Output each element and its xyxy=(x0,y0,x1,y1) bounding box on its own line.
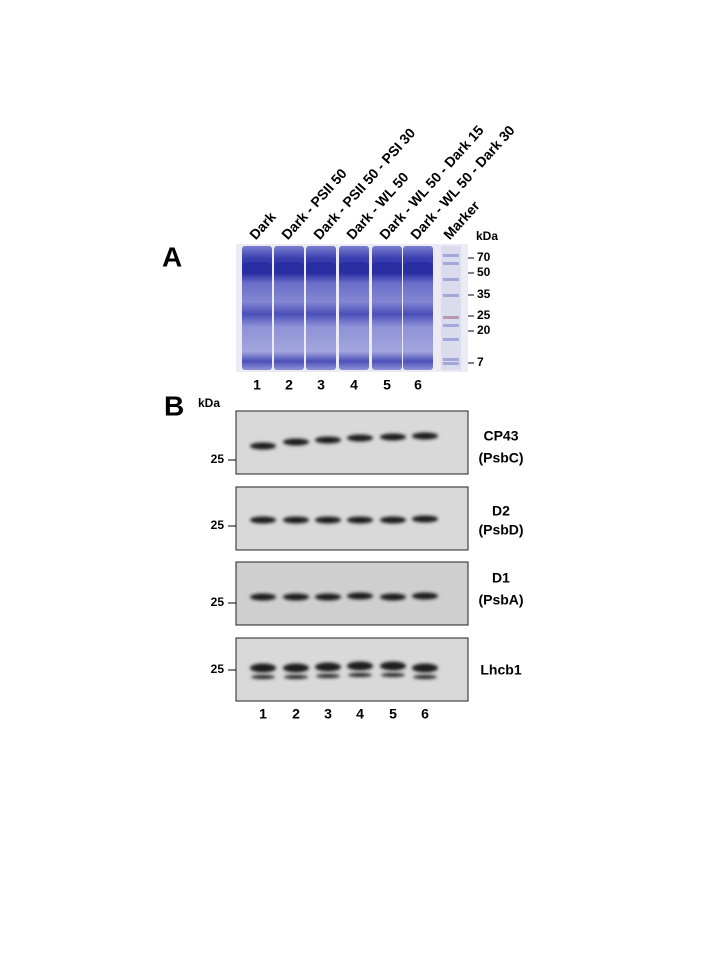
blot-band xyxy=(347,661,373,671)
blot-band xyxy=(315,516,341,524)
gel-lane xyxy=(274,246,304,370)
blot-band xyxy=(347,592,373,600)
gel-band xyxy=(372,262,402,274)
blot-label: Lhcb1 xyxy=(480,662,521,678)
blot-band xyxy=(380,433,406,441)
lane-number: 4 xyxy=(356,706,364,722)
marker-label: 50 xyxy=(477,265,491,279)
panel-label: B xyxy=(164,390,184,421)
gel-lane xyxy=(403,246,433,370)
blot-band xyxy=(380,516,406,524)
blot-band xyxy=(380,661,406,671)
marker-label: 20 xyxy=(477,323,491,337)
blot-band xyxy=(283,593,309,601)
lane-number: 6 xyxy=(414,377,422,393)
blot-band xyxy=(315,662,341,672)
lane-number: 2 xyxy=(292,706,300,722)
blot-band xyxy=(284,675,308,679)
blot-label: CP43 xyxy=(483,428,518,444)
gel-lane xyxy=(372,246,402,370)
marker-label: 25 xyxy=(211,452,225,466)
blot-band xyxy=(412,432,438,440)
marker-label: 35 xyxy=(477,287,491,301)
blot-band xyxy=(412,515,438,523)
lane-number: 1 xyxy=(253,377,261,393)
gel-lane xyxy=(242,246,272,370)
marker-label: 25 xyxy=(211,595,225,609)
lane-number: 5 xyxy=(383,377,391,393)
marker-label: 70 xyxy=(477,250,491,264)
gel-lane xyxy=(339,246,369,370)
gel-a xyxy=(236,244,468,372)
lane-number: 3 xyxy=(324,706,332,722)
blot-band xyxy=(347,434,373,442)
blot-label: (PsbC) xyxy=(478,450,523,466)
blot-label: D2 xyxy=(492,503,510,519)
blot-band xyxy=(251,675,275,679)
blot-label: (PsbA) xyxy=(478,592,523,608)
blot-band xyxy=(380,593,406,601)
marker-label: 25 xyxy=(211,662,225,676)
lane-label: Dark xyxy=(246,208,279,242)
marker-lane xyxy=(441,246,461,370)
marker-label: 25 xyxy=(477,308,491,322)
marker-label: 25 xyxy=(211,518,225,532)
blot-band xyxy=(381,673,405,677)
unit-label: kDa xyxy=(198,396,220,410)
gel-band xyxy=(403,262,433,274)
blot-band xyxy=(315,593,341,601)
blot-band xyxy=(283,438,309,446)
gel-band xyxy=(339,262,369,274)
lane-number: 2 xyxy=(285,377,293,393)
blot-band xyxy=(250,593,276,601)
gel-lane xyxy=(306,246,336,370)
blot-band xyxy=(347,516,373,524)
blot-band xyxy=(250,442,276,450)
panel-label: A xyxy=(162,241,182,272)
blot-band xyxy=(316,674,340,678)
blot-band xyxy=(413,675,437,679)
lane-number: 6 xyxy=(421,706,429,722)
gel-band xyxy=(274,262,304,274)
blot-band xyxy=(250,516,276,524)
blot-band xyxy=(412,592,438,600)
marker-label: 7 xyxy=(477,355,484,369)
lane-number: 4 xyxy=(350,377,358,393)
blot-band xyxy=(348,673,372,677)
unit-label: kDa xyxy=(476,229,498,243)
gel-band xyxy=(242,262,272,274)
blot-label: D1 xyxy=(492,570,510,586)
blot xyxy=(235,410,469,475)
blot-band xyxy=(412,663,438,673)
blot-band xyxy=(283,663,309,673)
blots-b xyxy=(235,410,469,702)
blot-band xyxy=(283,516,309,524)
lane-number: 3 xyxy=(317,377,325,393)
lane-number: 5 xyxy=(389,706,397,722)
lane-number: 1 xyxy=(259,706,267,722)
blot-label: (PsbD) xyxy=(478,522,523,538)
gel-band xyxy=(306,262,336,274)
blot-band xyxy=(315,436,341,444)
blot-band xyxy=(250,663,276,673)
